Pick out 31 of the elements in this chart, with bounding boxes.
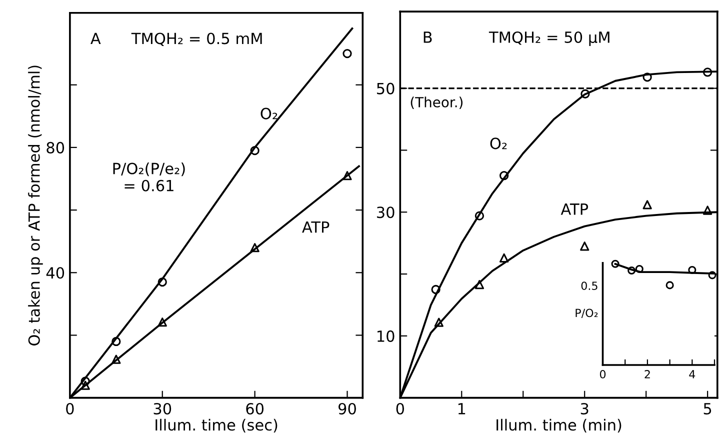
- annotation: P/O₂(P/e₂) = 0.61: [113, 162, 185, 192]
- x-tick-label: 2: [644, 370, 650, 378]
- x-axis-title: Illum. time (sec): [156, 418, 278, 432]
- x-tick-label: 3: [580, 402, 588, 415]
- y-tick-label: 30: [377, 206, 394, 218]
- annotation: O₂: [490, 138, 507, 150]
- annotation: A: [90, 32, 101, 44]
- y-tick-label: 80: [46, 142, 64, 154]
- x-tick-label: 1: [458, 403, 466, 414]
- ref-line-label: (Theor.): [410, 96, 463, 110]
- x-tick-label: 0: [66, 402, 74, 415]
- x-tick-label: 5: [704, 403, 712, 415]
- x-tick-label: 4: [689, 370, 696, 378]
- annotation: O₂: [260, 108, 278, 120]
- x-tick-label: 60: [246, 402, 264, 415]
- annotation: ATP: [302, 222, 330, 233]
- y-tick-label: 40: [46, 267, 64, 279]
- y-tick-label: 10: [378, 330, 394, 342]
- x-tick-label: 0: [396, 402, 404, 415]
- annotation: TMQH₂ = 50 μM: [488, 31, 610, 46]
- x-tick-label: 0: [600, 370, 606, 378]
- annotation: 0.5: [581, 282, 598, 290]
- annotation: TMQH₂ = 0.5 mM: [131, 32, 262, 46]
- x-axis-title: Illum. time (min): [496, 418, 622, 432]
- x-tick-label: 90: [338, 402, 356, 415]
- y-tick-label: 50: [377, 82, 394, 94]
- y-axis-title: P/O₂: [576, 308, 598, 318]
- annotation: ATP: [560, 204, 588, 215]
- x-tick-label: 30: [154, 402, 172, 415]
- y-axis-title: O₂ taken up or ATP formed (nmol/ml): [28, 66, 43, 346]
- annotation: B: [424, 32, 432, 43]
